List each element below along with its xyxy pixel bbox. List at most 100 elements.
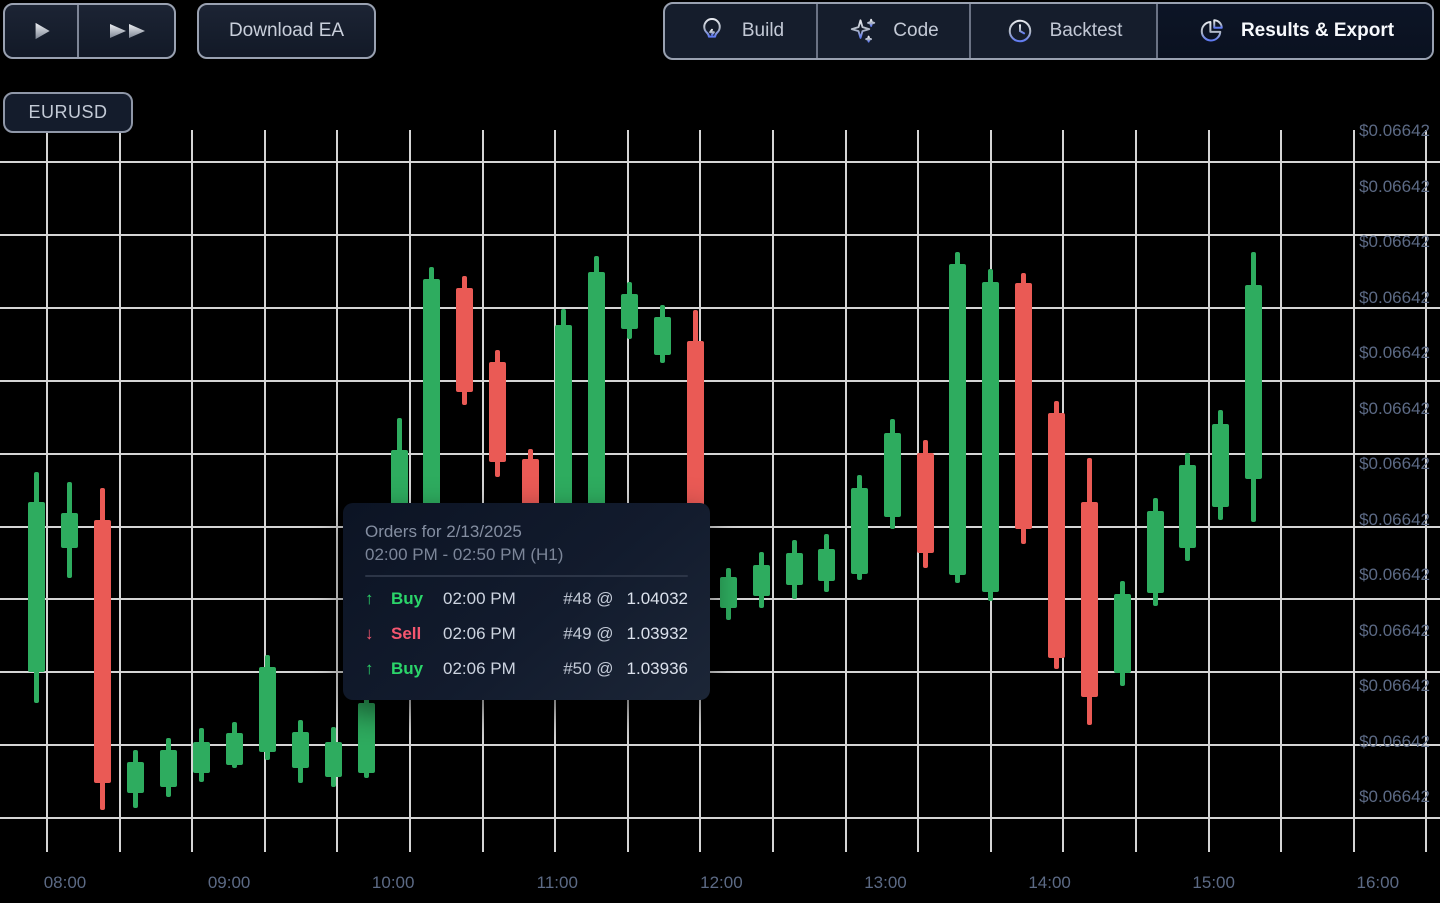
tab-results-export[interactable]: Results & Export: [1156, 4, 1432, 58]
x-axis-label: 12:00: [700, 873, 743, 892]
tooltip-title: Orders for 2/13/2025: [365, 522, 522, 541]
candle-body[interactable]: [621, 294, 638, 329]
grid-vline: [1352, 130, 1355, 852]
grid-vline: [409, 130, 411, 852]
candle-body[interactable]: [982, 282, 999, 592]
x-axis-label: 11:00: [536, 873, 578, 892]
order-row: ↑ Buy 02:06 PM #50 @ 1.03936: [365, 651, 688, 686]
candle-body[interactable]: [61, 513, 78, 548]
candle-body[interactable]: [786, 553, 803, 585]
candle-body[interactable]: [160, 750, 177, 787]
order-row: ↑ Buy 02:00 PM #48 @ 1.04032: [365, 581, 688, 616]
candle-body[interactable]: [193, 742, 210, 773]
candle-body[interactable]: [1212, 424, 1229, 507]
candle-body[interactable]: [753, 565, 770, 596]
tab-backtest-label: Backtest: [1049, 20, 1123, 41]
grid-hline: [0, 161, 1440, 163]
candle-body[interactable]: [522, 459, 539, 512]
grid-vline: [1207, 130, 1210, 852]
y-axis-label: $0.06642: [1359, 398, 1430, 418]
download-ea-button[interactable]: Download EA: [197, 3, 376, 59]
y-axis-label: $0.06642: [1359, 454, 1430, 473]
candle-body[interactable]: [588, 272, 605, 545]
order-side: Buy: [391, 658, 424, 678]
grid-vline: [46, 130, 48, 852]
candle-body[interactable]: [949, 264, 966, 575]
candle-body[interactable]: [1179, 465, 1196, 548]
x-axis-label: 16:00: [1356, 873, 1400, 892]
grid-vline: [118, 130, 121, 852]
tab-backtest[interactable]: Backtest: [969, 4, 1156, 58]
candle-body[interactable]: [1147, 511, 1164, 593]
candle-body[interactable]: [818, 549, 835, 581]
order-time: 02:06 PM: [443, 658, 516, 678]
candle-body[interactable]: [1245, 285, 1262, 479]
grid-hline: [0, 379, 1440, 382]
candle-body[interactable]: [358, 703, 375, 773]
candle-body[interactable]: [292, 732, 309, 768]
candle-body[interactable]: [325, 742, 342, 777]
grid-hline: [0, 744, 1440, 747]
candle-body[interactable]: [884, 433, 901, 517]
order-time: 02:06 PM: [443, 623, 516, 643]
download-ea-label: Download EA: [228, 20, 345, 41]
y-axis-label: $0.06642: [1359, 287, 1430, 307]
y-axis-label: $0.06642: [1359, 176, 1430, 196]
candle-body[interactable]: [720, 577, 737, 608]
x-axis-label: 13:00: [864, 873, 907, 892]
grid-vline: [191, 130, 194, 852]
arrow-up-icon: ↑: [365, 588, 374, 608]
grid-vline: [772, 130, 774, 852]
candle-body[interactable]: [259, 667, 276, 752]
grid-hline: [0, 817, 1440, 820]
candle-body[interactable]: [456, 288, 473, 392]
y-axis-label: $0.06642: [1359, 787, 1430, 806]
symbol-label: EURUSD: [28, 102, 108, 122]
candle-body[interactable]: [1015, 283, 1032, 529]
grid-hline: [0, 233, 1440, 236]
candle-body[interactable]: [489, 362, 506, 462]
order-price: 1.03932: [626, 623, 688, 643]
grid-vline: [626, 130, 629, 852]
y-axis-label: $0.06642: [1359, 565, 1430, 584]
candle-body[interactable]: [1081, 502, 1098, 697]
grid-vline: [1280, 130, 1283, 852]
tab-build-label: Build: [741, 20, 785, 41]
workflow-tab-bar: Build Code Backtest: [663, 2, 1434, 60]
fast-forward-button[interactable]: [79, 5, 174, 57]
playback-controls: [3, 3, 176, 59]
y-axis-label: $0.06642: [1359, 121, 1430, 140]
grid-vline: [844, 130, 847, 852]
y-axis-label: $0.06642: [1359, 509, 1430, 529]
tab-build[interactable]: Build: [665, 4, 816, 58]
order-ref: #48 @: [563, 588, 614, 608]
candle-body[interactable]: [127, 762, 144, 793]
play-button[interactable]: [5, 5, 79, 57]
grid-hline: [0, 525, 1440, 528]
arrow-down-icon: ↓: [365, 623, 374, 643]
candle-body[interactable]: [1114, 594, 1131, 673]
grid-hline: [0, 452, 1440, 455]
candle-body[interactable]: [28, 502, 45, 672]
y-axis-label: $0.06642: [1359, 232, 1430, 251]
fast-forward-icon: [105, 18, 149, 44]
candle-body[interactable]: [654, 317, 671, 355]
candle-body[interactable]: [1048, 413, 1065, 658]
grid-hline: [0, 671, 1440, 674]
tab-code[interactable]: Code: [816, 4, 969, 58]
y-axis-label: $0.06642: [1359, 343, 1430, 362]
candle-body[interactable]: [226, 733, 243, 765]
candle-body[interactable]: [851, 488, 868, 574]
candle-body[interactable]: [423, 279, 440, 540]
y-axis-label: $0.06642: [1359, 676, 1430, 695]
candle-body[interactable]: [94, 520, 111, 783]
candle-body[interactable]: [917, 453, 934, 553]
grid-hline: [0, 306, 1440, 309]
grid-vline: [481, 130, 484, 852]
order-row: ↓ Sell 02:06 PM #49 @ 1.03932: [365, 616, 688, 651]
order-price: 1.04032: [626, 588, 688, 608]
candle-body[interactable]: [555, 325, 572, 540]
symbol-badge[interactable]: EURUSD: [3, 92, 133, 133]
